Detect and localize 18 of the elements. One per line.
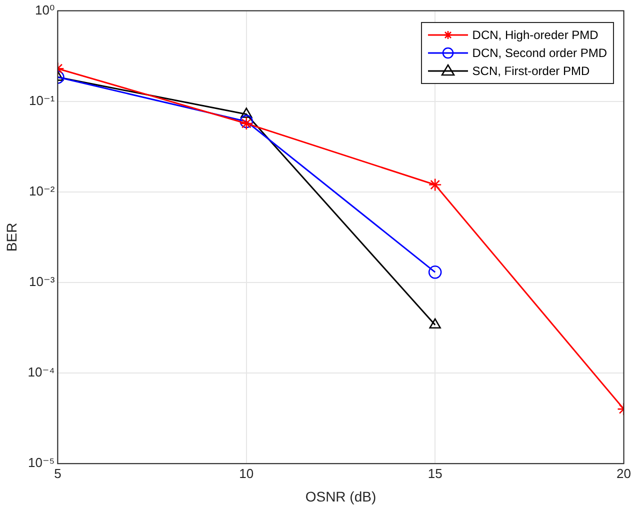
y-tick-label: 10⁻⁴ (28, 364, 55, 380)
y-tick-label: 10⁻² (29, 184, 56, 198)
point (429, 318, 441, 329)
y-axis-title: BER (3, 222, 20, 252)
y-tick-label: 10⁻¹ (29, 92, 56, 108)
legend-label: DCN, Second order PMD (472, 46, 607, 60)
x-axis-title: OSNR (dB) (305, 488, 376, 504)
y-tick-label: 10⁻⁵ (28, 455, 55, 470)
x-tick-label: 10 (239, 466, 254, 481)
x-tick-label: 20 (616, 466, 632, 481)
point (240, 108, 252, 118)
y-tick-label: 10⁻³ (29, 274, 56, 290)
legend-label: SCN, First-order PMD (472, 64, 590, 78)
x-tick-label: 15 (428, 466, 442, 481)
legend-label: DCN, High-oreder PMD (472, 28, 598, 42)
y-tick-label: 10⁰ (35, 2, 55, 18)
point (428, 266, 442, 279)
x-tick-label: 5 (54, 466, 62, 481)
